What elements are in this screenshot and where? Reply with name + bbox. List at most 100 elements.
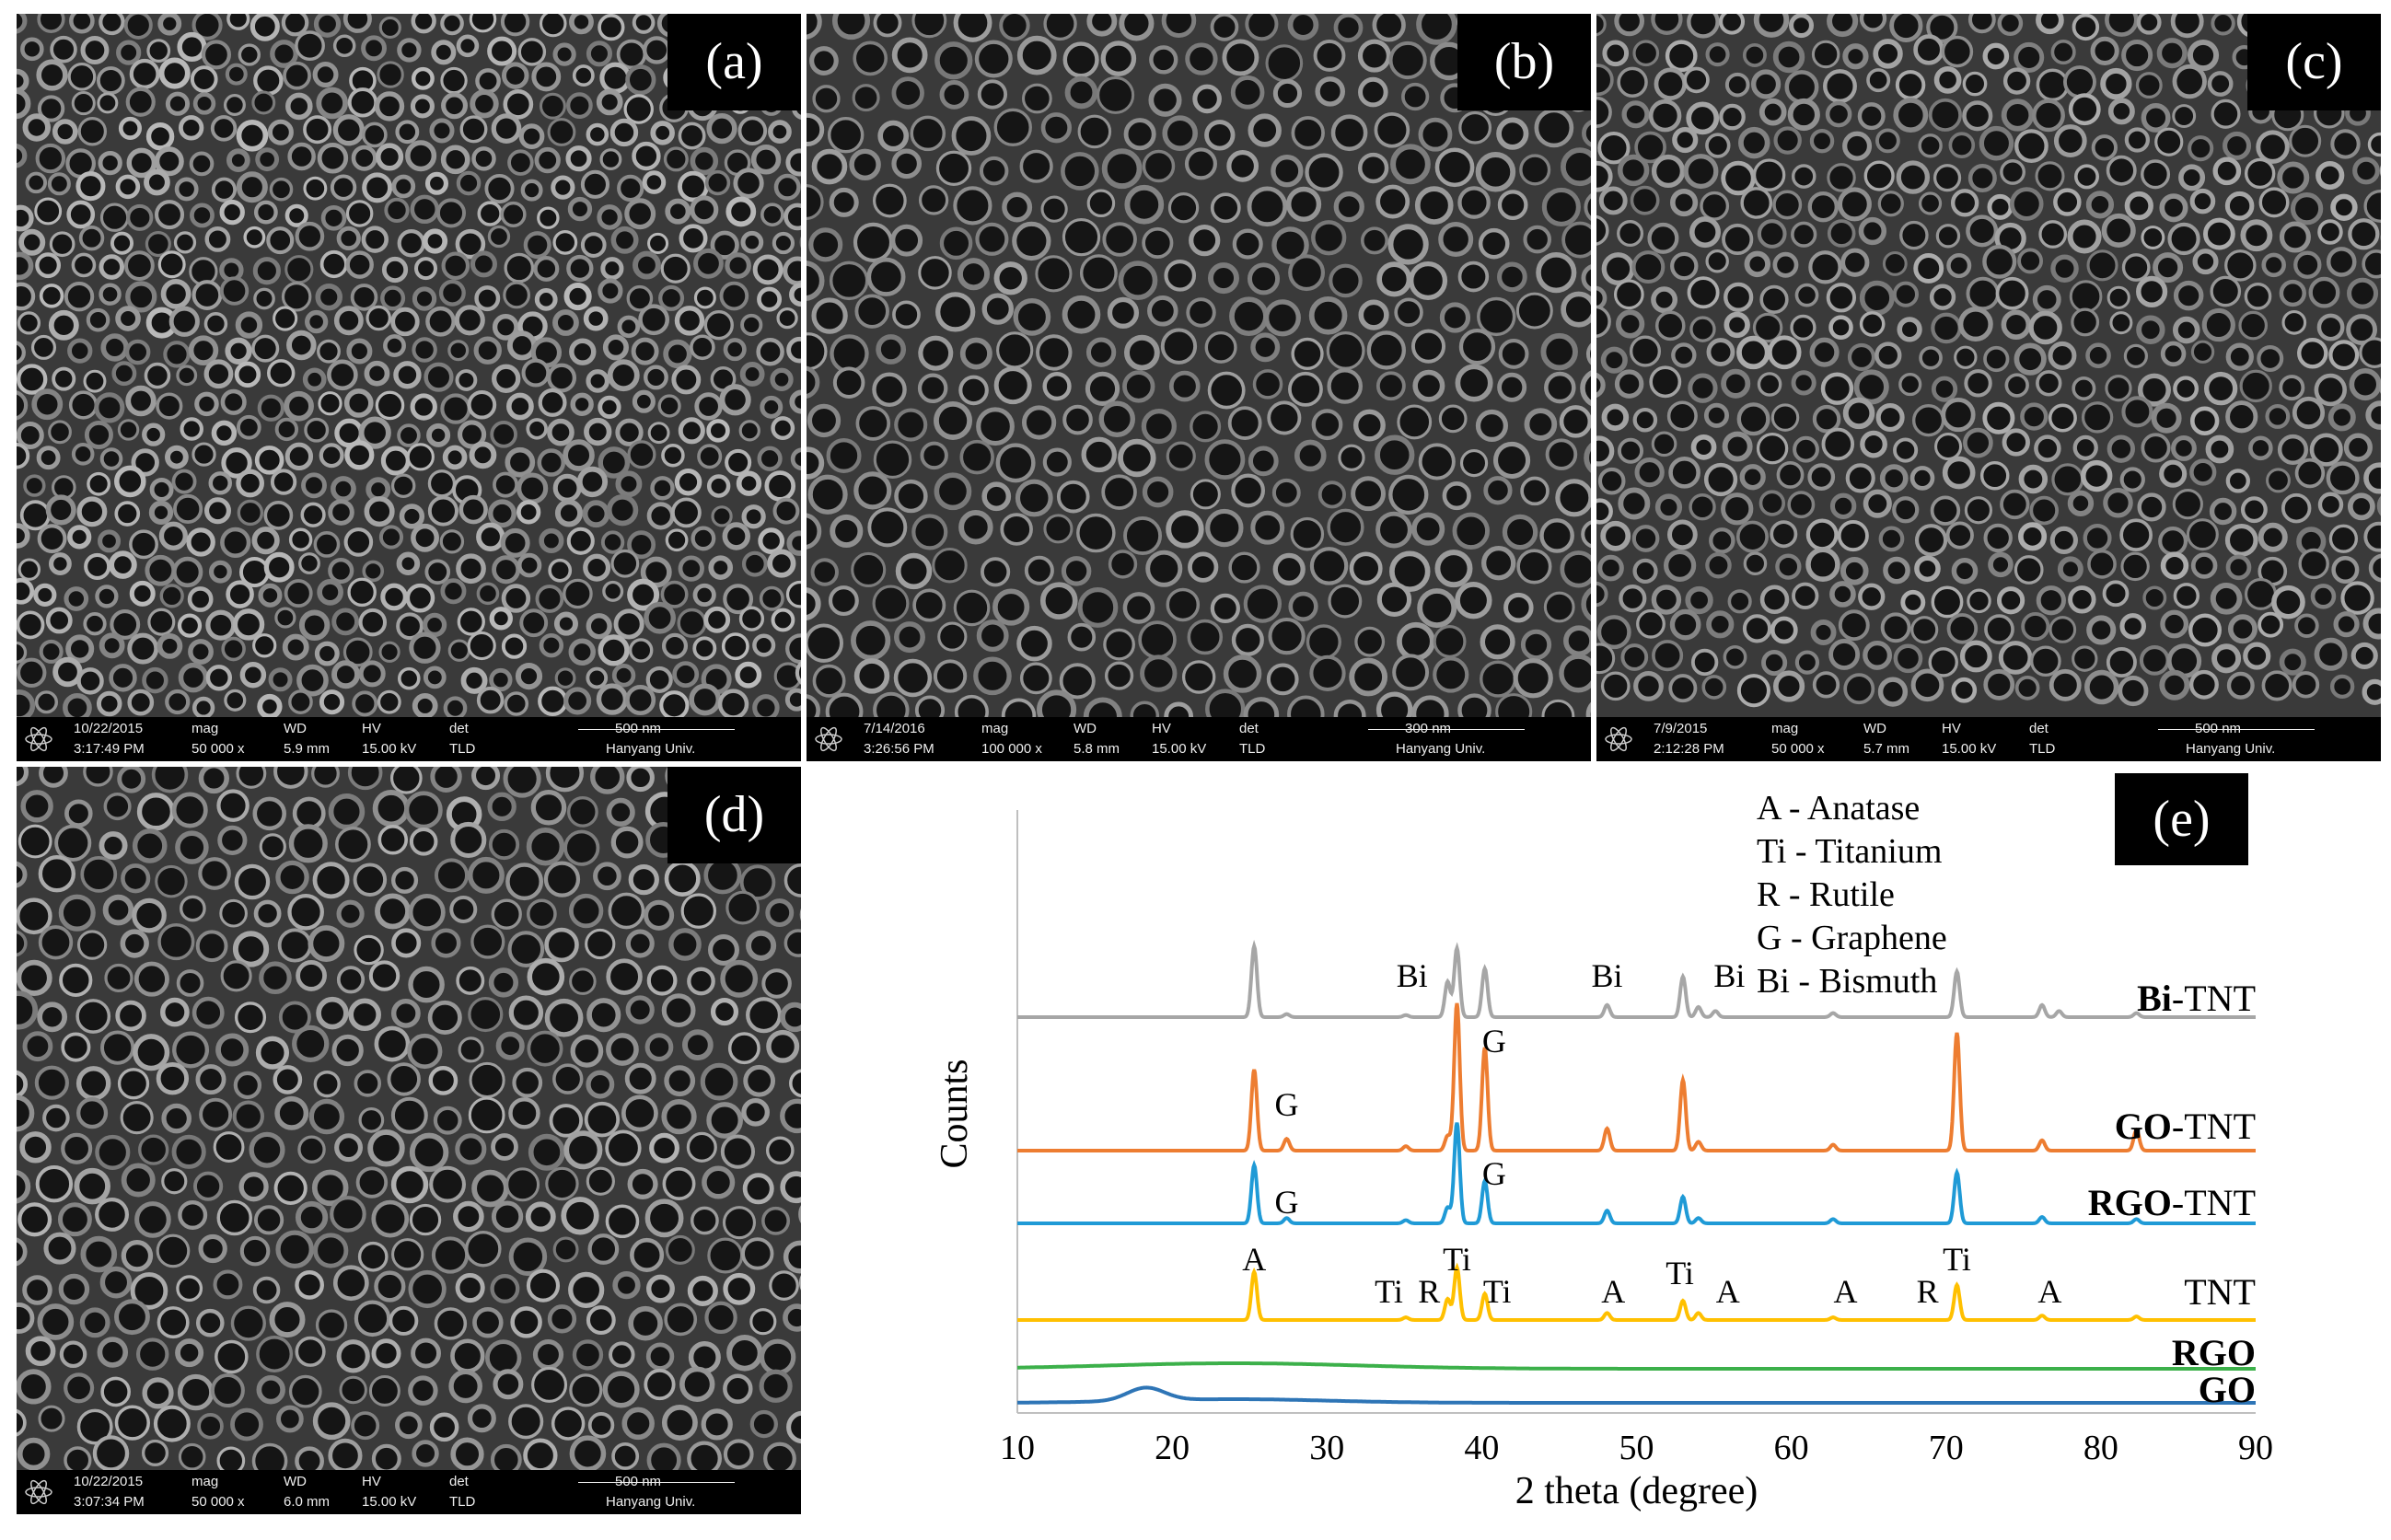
databar-date: 7/9/2015 — [1654, 721, 1708, 736]
sem-databar: 7/14/2016 3:26:56 PM mag 100 000 x WD 5.8 mm H… — [807, 717, 1591, 761]
series-label: RGO-TNT — [2088, 1182, 2256, 1223]
peak-annotation: G — [1275, 1184, 1299, 1221]
peak-annotation: Bi — [1592, 957, 1623, 994]
peak-annotation: R — [1917, 1273, 1939, 1310]
databar-date: 7/14/2016 — [864, 721, 925, 736]
databar-hv-header: HV — [1152, 721, 1171, 736]
databar-wd-value: 6.0 mm — [284, 1494, 331, 1510]
x-tick-label: 10 — [1000, 1429, 1035, 1467]
series-label: GO — [2199, 1369, 2256, 1410]
databar-mag-header: mag — [1771, 721, 1799, 736]
peak-annotation: Ti — [1375, 1273, 1403, 1310]
panel-label-a: (a) — [667, 14, 801, 110]
legend-entry: R - Rutile — [1757, 875, 1895, 914]
legend-entry: G - Graphene — [1757, 919, 1947, 957]
sem-micrograph-b — [807, 14, 1591, 717]
databar-date: 10/22/2015 — [74, 721, 144, 736]
databar-mag-header: mag — [192, 721, 219, 736]
peak-annotation: G — [1482, 1155, 1506, 1192]
databar-wd-header: WD — [284, 721, 307, 736]
x-tick-label: 70 — [1929, 1429, 1964, 1467]
databar-det-value: TLD — [2029, 741, 2056, 757]
panel-label-c: (c) — [2247, 14, 2381, 110]
databar-hv-value: 15.00 kV — [1942, 741, 1997, 757]
peak-annotation: G — [1275, 1086, 1299, 1123]
databar-hv-value: 15.00 kV — [362, 741, 417, 757]
databar-det-value: TLD — [449, 741, 476, 757]
xrd-series-group — [1017, 939, 2256, 1405]
databar-time: 3:26:56 PM — [864, 741, 934, 757]
fei-logo-icon — [25, 726, 52, 752]
sem-databar: 7/9/2015 2:12:28 PM mag 50 000 x WD 5.7 mm HV 1… — [1596, 717, 2381, 761]
peak-annotation: G — [1482, 1023, 1506, 1059]
peak-annotation: A — [1716, 1273, 1740, 1310]
scale-bar — [1368, 729, 1525, 730]
xrd-axes: 10 20 30 40 50 60 70 80 90 2 theta (degree) Counts — [934, 810, 2273, 1512]
databar-det-header: det — [1239, 721, 1259, 736]
sem-databar: 10/22/2015 3:07:34 PM mag 50 000 x WD 6.0 mm H… — [17, 1470, 801, 1514]
sem-micrograph-c — [1596, 14, 2381, 717]
databar-institution: Hanyang Univ. — [606, 1494, 696, 1510]
fei-logo-icon — [1605, 726, 1632, 752]
scale-bar — [2158, 729, 2315, 730]
peak-annotation: A — [1833, 1273, 1857, 1310]
databar-institution: Hanyang Univ. — [606, 741, 696, 757]
databar-hv-value: 15.00 kV — [1152, 741, 1207, 757]
legend-entry: Bi - Bismuth — [1757, 962, 1937, 1001]
peak-annotation: Bi — [1397, 957, 1428, 994]
peak-annotation: Ti — [1943, 1241, 1971, 1278]
databar-wd-value: 5.9 mm — [284, 741, 331, 757]
x-tick-label: 20 — [1155, 1429, 1190, 1467]
databar-hv-value: 15.00 kV — [362, 1494, 417, 1510]
databar-mag-header: mag — [192, 1474, 219, 1489]
x-tick-label: 40 — [1464, 1429, 1499, 1467]
databar-mag-value: 50 000 x — [192, 1494, 245, 1510]
panel-label-d: (d) — [667, 767, 801, 863]
sem-panel-d: (d) 10/22/2015 3:07:34 PM mag 50 000 x WD 6.0… — [17, 767, 801, 1514]
x-tick-label: 80 — [2083, 1429, 2118, 1467]
series-label: GO-TNT — [2115, 1106, 2256, 1147]
series-label: RGO — [2172, 1332, 2256, 1373]
databar-scale-bar-label: 300 nm — [1405, 721, 1452, 736]
series-label: TNT — [2184, 1271, 2256, 1313]
scale-bar — [578, 729, 735, 730]
fei-logo-icon — [815, 726, 842, 752]
databar-hv-header: HV — [362, 1474, 381, 1489]
peak-annotation: A — [2037, 1273, 2061, 1310]
sem-panel-b: (b) 7/14/2016 3:26:56 PM mag 100 000 x WD 5.8… — [807, 14, 1591, 761]
databar-mag-value: 50 000 x — [192, 741, 245, 757]
series-line-rgo-tnt — [1017, 1122, 2256, 1225]
databar-institution: Hanyang Univ. — [1396, 741, 1486, 757]
databar-wd-header: WD — [284, 1474, 307, 1489]
legend-entry: Ti - Titanium — [1757, 832, 1942, 871]
databar-mag-value: 100 000 x — [981, 741, 1042, 757]
databar-det-header: det — [449, 721, 469, 736]
peak-annotation: A — [1601, 1273, 1625, 1310]
peak-annotation: A — [1242, 1241, 1266, 1278]
databar-wd-value: 5.7 mm — [1863, 741, 1910, 757]
panel-label-e: (e) — [2115, 773, 2248, 865]
series-line-rgo — [1017, 1361, 2256, 1371]
series-label: Bi-TNT — [2137, 978, 2256, 1019]
fei-logo-icon — [25, 1479, 52, 1505]
sem-micrograph-d — [17, 767, 801, 1470]
series-line-bi-tnt — [1017, 939, 2256, 1019]
databar-hv-header: HV — [1942, 721, 1961, 736]
databar-mag-value: 50 000 x — [1771, 741, 1825, 757]
peak-annotation: Ti — [1443, 1241, 1471, 1278]
databar-institution: Hanyang Univ. — [2186, 741, 2276, 757]
peak-annotation: Bi — [1713, 957, 1745, 994]
databar-det-value: TLD — [1239, 741, 1266, 757]
sem-panel-a: (a) 10/22/2015 3:17:49 PM mag 50 000 x WD 5.9… — [17, 14, 801, 761]
databar-scale-bar-label: 500 nm — [615, 721, 662, 736]
peak-annotation: Ti — [1483, 1273, 1512, 1310]
databar-det-value: TLD — [449, 1494, 476, 1510]
series-line-tnt — [1017, 1262, 2256, 1322]
sem-micrograph-a — [17, 14, 801, 717]
panel-label-b: (b) — [1457, 14, 1591, 110]
databar-wd-value: 5.8 mm — [1074, 741, 1120, 757]
peak-annotation: Ti — [1666, 1255, 1694, 1291]
series-line-go — [1017, 1385, 2256, 1405]
databar-hv-header: HV — [362, 721, 381, 736]
